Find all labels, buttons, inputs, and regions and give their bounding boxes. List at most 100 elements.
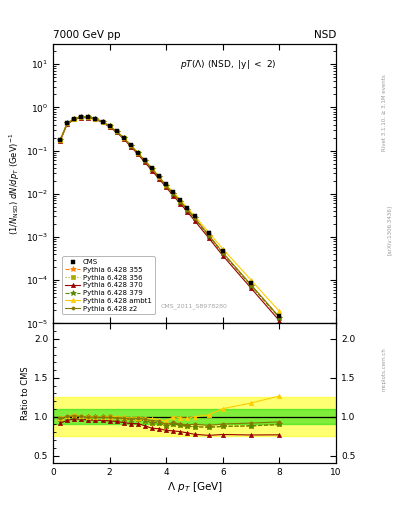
Line: Pythia 6.428 z2: Pythia 6.428 z2 [59, 115, 281, 318]
CMS [171, 189, 176, 195]
Pythia 6.428 355 [206, 232, 211, 239]
Text: CMS_2011_S8978280: CMS_2011_S8978280 [161, 304, 228, 309]
Pythia 6.428 370 [136, 151, 140, 157]
Pythia 6.428 356 [143, 158, 147, 164]
Pythia 6.428 ambt1 [249, 277, 253, 283]
Pythia 6.428 370 [150, 168, 154, 174]
Pythia 6.428 355 [72, 116, 77, 122]
Pythia 6.428 z2 [72, 116, 77, 122]
Pythia 6.428 ambt1 [178, 197, 183, 203]
Line: CMS: CMS [58, 115, 282, 318]
Pythia 6.428 370 [58, 138, 62, 144]
Pythia 6.428 ambt1 [121, 135, 126, 141]
Pythia 6.428 z2 [121, 135, 126, 141]
Pythia 6.428 356 [121, 135, 126, 141]
Pythia 6.428 z2 [136, 150, 140, 156]
Bar [53, 397, 336, 436]
Pythia 6.428 355 [220, 250, 225, 257]
Pythia 6.428 356 [79, 114, 84, 120]
CMS [249, 280, 253, 286]
Pythia 6.428 355 [129, 142, 133, 148]
CMS [100, 118, 105, 124]
Pythia 6.428 355 [58, 137, 62, 143]
Pythia 6.428 370 [249, 285, 253, 291]
Pythia 6.428 379 [129, 142, 133, 148]
Text: Rivet 3.1.10, ≥ 3.1M events: Rivet 3.1.10, ≥ 3.1M events [382, 74, 387, 151]
Pythia 6.428 355 [114, 129, 119, 135]
Pythia 6.428 355 [164, 183, 169, 189]
Pythia 6.428 355 [136, 150, 140, 156]
Pythia 6.428 379 [93, 116, 98, 122]
Line: Pythia 6.428 ambt1: Pythia 6.428 ambt1 [58, 115, 282, 313]
CMS [65, 120, 70, 126]
Line: Pythia 6.428 379: Pythia 6.428 379 [57, 114, 282, 321]
CMS [58, 137, 62, 143]
Pythia 6.428 ambt1 [114, 128, 119, 134]
CMS [206, 230, 211, 236]
Pythia 6.428 355 [249, 283, 253, 289]
Pythia 6.428 379 [277, 315, 282, 321]
Pythia 6.428 356 [164, 183, 169, 189]
Pythia 6.428 370 [72, 116, 77, 122]
Pythia 6.428 ambt1 [206, 229, 211, 236]
Pythia 6.428 355 [157, 174, 162, 180]
Pythia 6.428 z2 [58, 137, 62, 143]
Pythia 6.428 ambt1 [185, 205, 190, 211]
Pythia 6.428 ambt1 [157, 174, 162, 180]
Pythia 6.428 z2 [86, 114, 91, 120]
Pythia 6.428 z2 [114, 129, 119, 135]
Pythia 6.428 355 [277, 315, 282, 321]
Pythia 6.428 z2 [100, 119, 105, 125]
Pythia 6.428 z2 [277, 314, 282, 320]
Pythia 6.428 ambt1 [277, 308, 282, 314]
Pythia 6.428 ambt1 [171, 189, 176, 195]
Pythia 6.428 355 [107, 123, 112, 130]
Pythia 6.428 370 [107, 124, 112, 130]
Pythia 6.428 z2 [185, 206, 190, 212]
Pythia 6.428 ambt1 [143, 157, 147, 163]
Pythia 6.428 ambt1 [93, 116, 98, 122]
CMS [185, 204, 190, 210]
Pythia 6.428 355 [192, 215, 197, 221]
Pythia 6.428 z2 [79, 114, 84, 120]
Pythia 6.428 ambt1 [136, 150, 140, 156]
Pythia 6.428 ambt1 [164, 182, 169, 188]
Pythia 6.428 370 [277, 318, 282, 324]
Pythia 6.428 379 [171, 190, 176, 197]
Pythia 6.428 370 [178, 201, 183, 207]
Pythia 6.428 379 [150, 166, 154, 173]
Pythia 6.428 370 [86, 115, 91, 121]
Pythia 6.428 379 [185, 207, 190, 213]
Pythia 6.428 z2 [93, 116, 98, 122]
Pythia 6.428 379 [220, 250, 225, 257]
Pythia 6.428 355 [171, 190, 176, 197]
CMS [129, 142, 133, 148]
Pythia 6.428 355 [65, 120, 70, 126]
Pythia 6.428 z2 [249, 282, 253, 288]
Pythia 6.428 370 [100, 119, 105, 125]
Pythia 6.428 356 [72, 116, 77, 122]
Text: 7000 GeV pp: 7000 GeV pp [53, 30, 121, 40]
Pythia 6.428 379 [136, 150, 140, 156]
X-axis label: $\Lambda\ p_T\ [\mathrm{GeV}]$: $\Lambda\ p_T\ [\mathrm{GeV}]$ [167, 480, 222, 494]
Pythia 6.428 356 [192, 215, 197, 221]
CMS [277, 313, 282, 319]
Pythia 6.428 370 [220, 252, 225, 259]
Pythia 6.428 356 [136, 150, 140, 156]
CMS [143, 157, 147, 163]
Pythia 6.428 356 [93, 116, 98, 122]
Pythia 6.428 379 [249, 283, 253, 289]
Pythia 6.428 370 [192, 218, 197, 224]
CMS [93, 116, 98, 122]
Pythia 6.428 355 [121, 135, 126, 141]
Pythia 6.428 356 [65, 120, 70, 126]
Pythia 6.428 z2 [192, 215, 197, 221]
Pythia 6.428 379 [79, 114, 84, 120]
Pythia 6.428 356 [86, 114, 91, 120]
Pythia 6.428 379 [100, 119, 105, 125]
Pythia 6.428 355 [86, 114, 91, 120]
Pythia 6.428 379 [192, 215, 197, 221]
Pythia 6.428 379 [114, 129, 119, 135]
Pythia 6.428 z2 [171, 190, 176, 197]
Pythia 6.428 356 [206, 232, 211, 239]
